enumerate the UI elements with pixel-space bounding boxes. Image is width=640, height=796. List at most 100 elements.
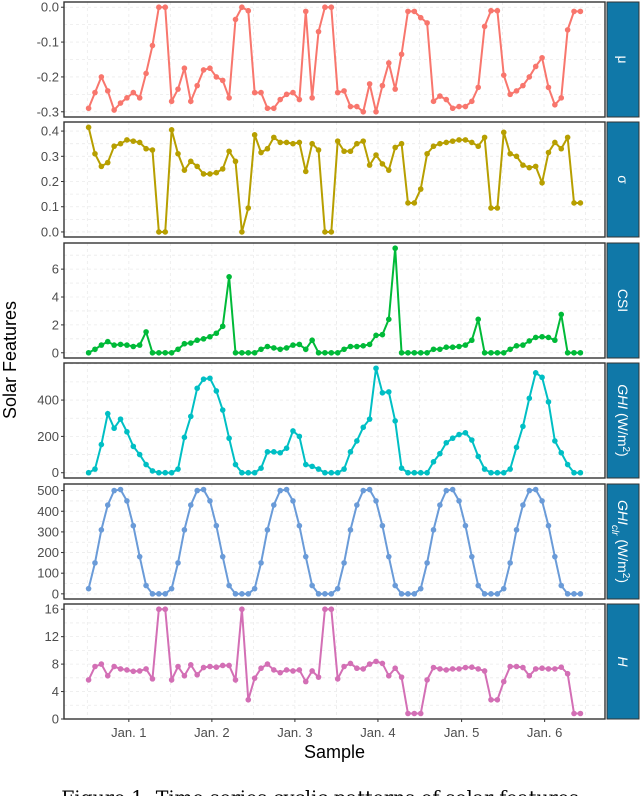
data-point-ghi (143, 461, 149, 468)
data-point-ghi (283, 445, 290, 452)
data-point-ghi-clr (162, 591, 169, 597)
data-point-sigma (564, 134, 571, 141)
data-point-csi (98, 342, 105, 348)
y-tick-label: 400 (37, 393, 59, 408)
data-point-sigma (500, 129, 507, 136)
data-point-csi (481, 349, 488, 356)
data-point-h (481, 668, 488, 674)
data-point-csi (143, 329, 149, 335)
data-point-ghi (507, 466, 513, 472)
data-point-mu (283, 91, 290, 98)
data-point-ghi (124, 429, 130, 435)
data-point-ghi (564, 461, 571, 468)
data-point-h (271, 667, 277, 673)
data-point-mu (488, 7, 494, 14)
data-point-sigma (334, 138, 341, 144)
strip-label-part: CSI (615, 289, 631, 312)
data-point-sigma (507, 150, 513, 157)
data-point-csi (92, 346, 98, 353)
strip-label-part: H (615, 656, 631, 667)
data-point-csi (379, 331, 386, 338)
data-point-ghi (258, 465, 264, 471)
data-point-ghi (526, 395, 533, 402)
data-point-h (526, 672, 533, 679)
data-point-ghi-clr (175, 560, 181, 566)
data-point-ghi (328, 469, 335, 476)
data-point-csi (239, 349, 245, 356)
data-point-sigma (354, 140, 360, 147)
data-point-sigma (488, 205, 494, 211)
data-point-h (558, 664, 565, 670)
data-point-h (430, 664, 437, 671)
data-point-h (411, 710, 418, 717)
data-point-mu (309, 95, 315, 101)
panel-border (63, 1, 606, 118)
data-point-h (437, 666, 443, 672)
data-point-h (136, 668, 143, 674)
y-tick-label: 16 (45, 602, 59, 617)
data-point-csi (264, 343, 271, 350)
data-point-h (239, 606, 245, 613)
data-point-mu (411, 8, 418, 15)
data-point-csi (558, 311, 565, 318)
data-point-ghi-clr (181, 527, 188, 533)
data-point-ghi (577, 469, 584, 476)
data-point-sigma (200, 171, 207, 177)
data-point-ghi (481, 466, 488, 472)
panel-h: 0 4 8 12 16 H (45, 602, 640, 727)
data-point-csi (328, 349, 335, 356)
data-point-ghi (136, 451, 143, 458)
data-point-ghi-clr (532, 486, 539, 493)
data-point-mu (277, 96, 284, 103)
data-point-ghi (545, 399, 552, 405)
data-point-mu (92, 89, 98, 96)
data-point-csi (385, 316, 392, 323)
data-point-h (443, 667, 450, 673)
data-point-ghi (104, 410, 111, 417)
data-point-sigma (532, 163, 539, 170)
data-point-csi (449, 344, 456, 350)
data-point-mu (111, 107, 117, 113)
data-point-csi (226, 274, 232, 280)
data-point-csi (117, 341, 124, 348)
data-point-ghi-clr (475, 582, 482, 589)
data-point-ghi-clr (481, 591, 488, 597)
data-point-mu (315, 28, 322, 35)
data-point-mu (98, 74, 105, 80)
data-point-csi (187, 340, 194, 346)
data-point-mu (347, 103, 354, 110)
data-point-h (475, 666, 482, 672)
data-point-mu (449, 105, 456, 112)
data-point-ghi (264, 449, 271, 455)
data-point-sigma (366, 162, 373, 168)
data-point-sigma (392, 144, 398, 151)
data-point-ghi (334, 469, 341, 476)
data-point-sigma (302, 168, 309, 175)
data-point-sigma (405, 200, 411, 206)
data-point-csi (500, 349, 507, 356)
data-point-sigma (322, 229, 328, 235)
plot-background (64, 604, 605, 719)
data-point-ghi (92, 466, 98, 472)
data-point-h (405, 710, 411, 717)
data-point-mu (360, 108, 367, 115)
data-point-ghi (187, 413, 194, 420)
data-point-sigma (430, 143, 437, 150)
data-point-h (488, 696, 494, 703)
data-point-sigma (571, 200, 577, 206)
data-point-h (85, 677, 92, 683)
data-point-sigma (117, 140, 124, 147)
data-point-ghi-clr (462, 522, 469, 529)
data-point-ghi-clr (322, 591, 328, 597)
data-point-mu (417, 14, 424, 21)
strip-label-part: clr (610, 525, 621, 536)
data-point-h (232, 677, 239, 683)
data-point-ghi-clr (366, 486, 373, 493)
data-point-h (398, 674, 405, 680)
data-point-ghi-clr (85, 585, 92, 592)
data-point-csi (194, 337, 200, 344)
strip-label-part: σ (615, 175, 631, 184)
x-tick-label: Jan. 4 (360, 725, 395, 740)
data-point-ghi-clr (207, 498, 213, 504)
data-point-sigma (520, 162, 526, 168)
